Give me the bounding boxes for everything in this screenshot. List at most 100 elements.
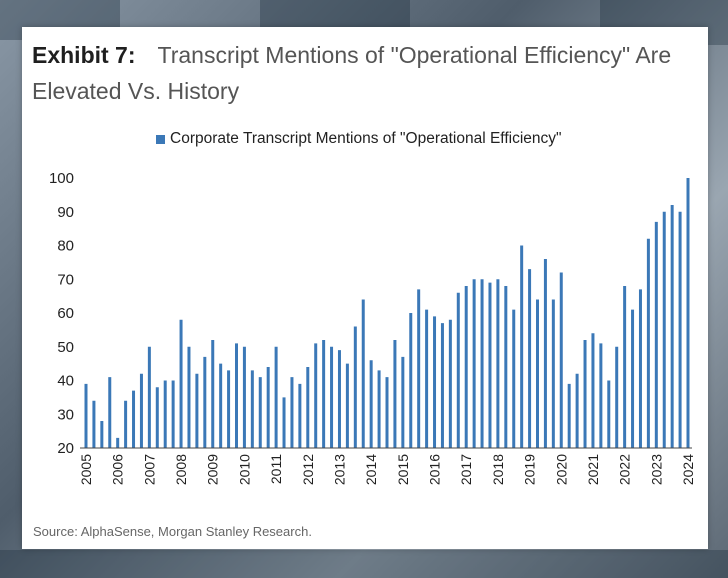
bar: [448, 319, 452, 448]
y-tick-label: 70: [57, 271, 74, 288]
bar: [591, 333, 595, 448]
bar: [543, 259, 547, 448]
bar: [314, 343, 318, 449]
bar: [108, 377, 112, 449]
x-tick-label: 2016: [427, 454, 443, 485]
bar: [298, 383, 302, 449]
x-tick-label: 2018: [490, 454, 506, 485]
bar: [219, 363, 223, 449]
bar: [425, 309, 429, 449]
bar: [433, 316, 437, 449]
bar: [377, 370, 381, 449]
bar: [345, 363, 349, 449]
bar: [84, 383, 88, 449]
bar: [599, 343, 603, 449]
x-tick-label: 2010: [236, 454, 252, 485]
bar: [227, 370, 231, 449]
x-tick-label: 2015: [395, 454, 411, 485]
y-tick-label: 40: [57, 373, 74, 390]
bar: [488, 282, 492, 449]
x-tick-label: 2008: [173, 454, 189, 485]
bar: [250, 370, 254, 449]
bar: [171, 380, 175, 448]
x-tick-label: 2019: [522, 454, 538, 485]
bar: [567, 383, 571, 449]
bar: [163, 380, 167, 448]
y-tick-label: 100: [49, 170, 74, 187]
x-tick-label: 2009: [205, 454, 221, 485]
bar: [504, 286, 508, 448]
bar: [124, 400, 128, 448]
chart-card: Exhibit 7: Transcript Mentions of "Operat…: [22, 27, 708, 549]
bar: [337, 350, 341, 449]
exhibit-title: Exhibit 7: Transcript Mentions of "Operat…: [32, 37, 702, 109]
bar: [393, 340, 397, 448]
bar: [638, 289, 642, 449]
chart-legend: Corporate Transcript Mentions of "Operat…: [156, 130, 562, 148]
legend-swatch: [156, 134, 165, 144]
bar: [646, 238, 650, 448]
bar: [353, 326, 357, 448]
bar: [615, 346, 619, 448]
bar: [203, 356, 207, 449]
legend-label: Corporate Transcript Mentions of "Operat…: [170, 130, 562, 147]
bar: [409, 313, 413, 448]
bar: [92, 400, 96, 448]
bar: [417, 289, 421, 449]
x-tick-label: 2021: [585, 454, 601, 485]
y-tick-label: 20: [57, 440, 74, 457]
y-tick-label: 30: [57, 406, 74, 423]
bar: [551, 299, 555, 448]
y-tick-label: 60: [57, 305, 74, 322]
x-tick-label: 2005: [78, 454, 94, 485]
bar: [496, 279, 500, 448]
bar: [678, 211, 682, 448]
bar: [290, 377, 294, 449]
bar: [361, 299, 365, 448]
x-tick-label: 2017: [458, 454, 474, 485]
bar: [385, 377, 389, 449]
x-tick-label: 2024: [680, 454, 696, 485]
bar: [401, 356, 405, 449]
bar: [132, 390, 136, 449]
bar: [330, 346, 334, 448]
bar: [472, 279, 476, 448]
bar: [623, 286, 627, 448]
y-tick-label: 80: [57, 238, 74, 255]
bar: [607, 380, 611, 448]
bar: [686, 178, 690, 448]
bar: [456, 292, 460, 448]
page-title: Transcript Mentions of "Operational Effi…: [32, 42, 672, 104]
bar: [662, 211, 666, 448]
bar: [583, 340, 587, 448]
x-tick-label: 2006: [110, 454, 126, 485]
bar: [242, 346, 246, 448]
bar: [116, 437, 120, 449]
bar: [536, 299, 539, 448]
x-tick-label: 2014: [363, 454, 379, 485]
bar: [520, 245, 524, 448]
x-tick-label: 2007: [141, 454, 157, 485]
bar: [179, 319, 183, 448]
bar: [464, 286, 468, 448]
exhibit-label: Exhibit 7:: [32, 42, 136, 68]
bar: [440, 323, 444, 449]
x-tick-label: 2020: [553, 454, 569, 485]
bar: [322, 340, 326, 448]
bar: [258, 377, 262, 449]
x-tick-label: 2023: [648, 454, 664, 485]
bar: [266, 367, 270, 448]
bar: [274, 346, 278, 448]
bar: [306, 367, 310, 448]
bar: [187, 346, 191, 448]
bar: [282, 397, 286, 449]
bar: [369, 360, 373, 448]
bar: [235, 343, 238, 449]
y-tick-label: 90: [57, 204, 74, 221]
bar: [480, 279, 484, 448]
bar: [139, 373, 143, 448]
bar: [155, 387, 159, 448]
bar: [654, 221, 658, 449]
bar: [528, 269, 532, 449]
bar-chart: 20 30 40 50 60 70 80 90 100 2005 2006 2007 2008 2009 2…: [49, 170, 696, 485]
